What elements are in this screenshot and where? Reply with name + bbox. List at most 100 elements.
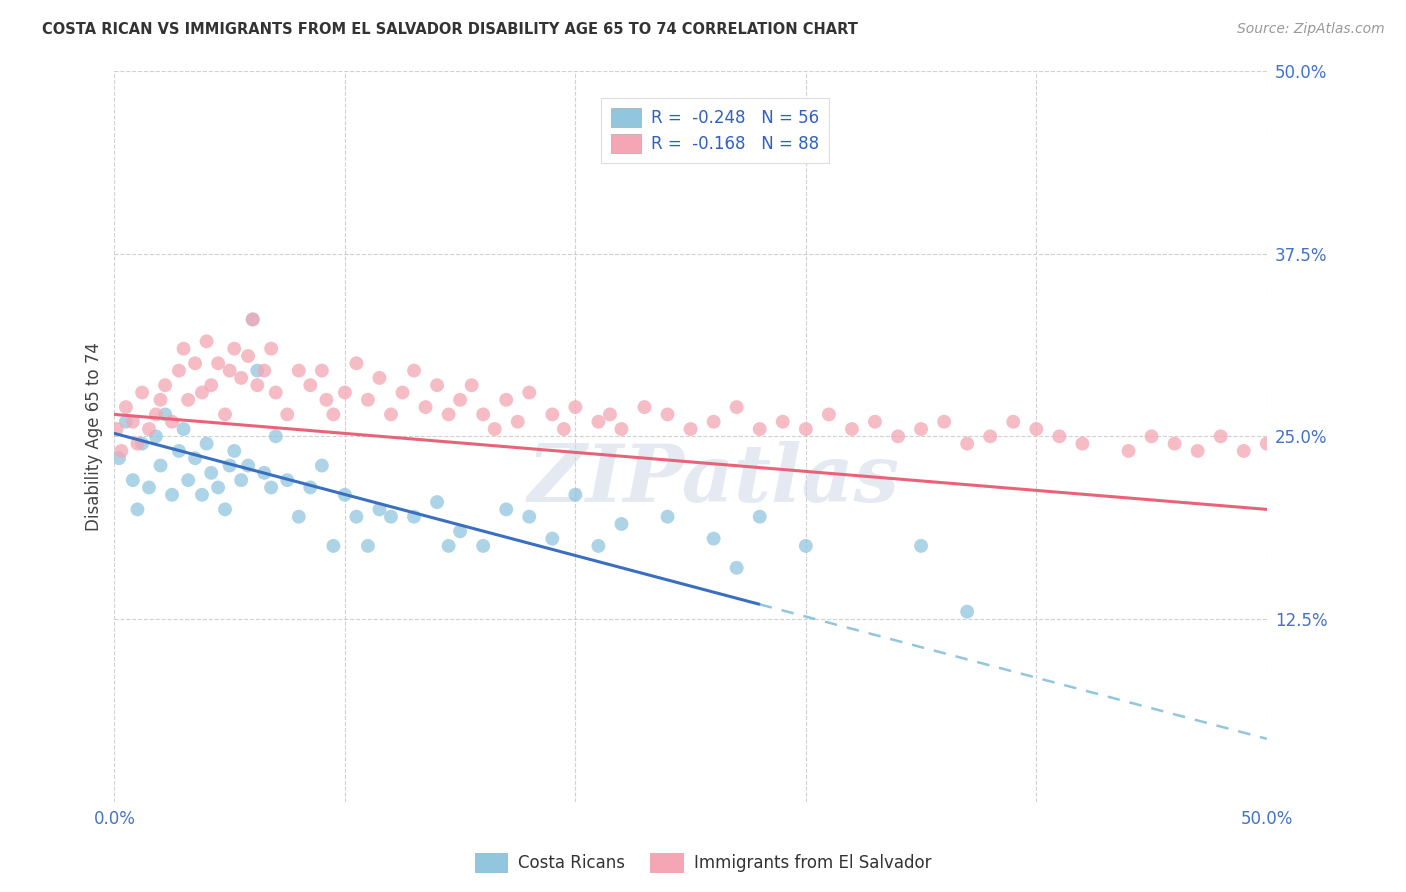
Point xyxy=(517,385,540,400)
Point xyxy=(910,539,932,553)
Point xyxy=(200,378,222,392)
Point xyxy=(1025,422,1047,436)
Point xyxy=(236,458,259,473)
Point xyxy=(153,378,176,392)
Point xyxy=(127,502,149,516)
Point xyxy=(108,451,131,466)
Point xyxy=(472,408,495,422)
Point xyxy=(380,509,402,524)
Point xyxy=(253,466,276,480)
Point xyxy=(633,400,655,414)
Point xyxy=(495,392,517,407)
Point xyxy=(138,422,160,436)
Point xyxy=(541,408,564,422)
Point xyxy=(541,532,564,546)
Legend: Costa Ricans, Immigrants from El Salvador: Costa Ricans, Immigrants from El Salvado… xyxy=(468,847,938,880)
Point xyxy=(207,356,229,370)
Point xyxy=(517,509,540,524)
Point xyxy=(177,392,200,407)
Point xyxy=(242,312,264,326)
Point xyxy=(231,473,253,487)
Point xyxy=(131,385,153,400)
Point xyxy=(1278,444,1301,458)
Point xyxy=(460,378,482,392)
Point xyxy=(380,408,402,422)
Point xyxy=(1187,444,1209,458)
Point xyxy=(610,422,633,436)
Point xyxy=(748,422,770,436)
Point xyxy=(357,539,380,553)
Point xyxy=(236,349,259,363)
Point xyxy=(495,502,517,516)
Point xyxy=(288,363,311,377)
Point xyxy=(910,422,932,436)
Point xyxy=(333,488,356,502)
Point xyxy=(794,422,817,436)
Point xyxy=(145,429,167,443)
Point xyxy=(703,532,725,546)
Point xyxy=(657,509,679,524)
Text: Source: ZipAtlas.com: Source: ZipAtlas.com xyxy=(1237,22,1385,37)
Point xyxy=(610,516,633,531)
Point xyxy=(173,342,195,356)
Point xyxy=(748,509,770,524)
Point xyxy=(115,400,138,414)
Text: ZIPatlas: ZIPatlas xyxy=(527,442,900,519)
Y-axis label: Disability Age 65 to 74: Disability Age 65 to 74 xyxy=(86,342,103,531)
Point xyxy=(110,444,132,458)
Point xyxy=(214,408,236,422)
Point xyxy=(1140,429,1163,443)
Point xyxy=(1267,451,1289,466)
Point xyxy=(437,539,460,553)
Point xyxy=(121,415,143,429)
Point xyxy=(207,480,229,494)
Point xyxy=(818,408,841,422)
Point xyxy=(138,480,160,494)
Point xyxy=(956,436,979,450)
Point xyxy=(224,342,246,356)
Point xyxy=(315,392,337,407)
Point xyxy=(191,488,214,502)
Point xyxy=(191,385,214,400)
Point xyxy=(184,356,207,370)
Point xyxy=(391,385,413,400)
Point xyxy=(322,408,344,422)
Point xyxy=(218,458,240,473)
Point xyxy=(246,363,269,377)
Point xyxy=(979,429,1001,443)
Point xyxy=(599,408,621,422)
Point xyxy=(956,605,979,619)
Point xyxy=(311,458,333,473)
Point xyxy=(679,422,702,436)
Point xyxy=(311,363,333,377)
Point xyxy=(231,371,253,385)
Point xyxy=(260,480,283,494)
Point xyxy=(1233,444,1256,458)
Point xyxy=(472,539,495,553)
Point xyxy=(1071,436,1094,450)
Point xyxy=(368,502,391,516)
Point xyxy=(426,495,449,509)
Point xyxy=(131,436,153,450)
Point xyxy=(322,539,344,553)
Point xyxy=(553,422,575,436)
Point xyxy=(167,444,190,458)
Point xyxy=(195,436,218,450)
Point xyxy=(127,436,149,450)
Point xyxy=(218,363,240,377)
Point xyxy=(588,539,610,553)
Point xyxy=(794,539,817,553)
Point xyxy=(415,400,437,414)
Legend: R =  -0.248   N = 56, R =  -0.168   N = 88: R = -0.248 N = 56, R = -0.168 N = 88 xyxy=(600,97,830,163)
Point xyxy=(1002,415,1025,429)
Point xyxy=(160,415,183,429)
Point xyxy=(588,415,610,429)
Point xyxy=(260,342,283,356)
Point xyxy=(426,378,449,392)
Point xyxy=(160,488,183,502)
Point xyxy=(703,415,725,429)
Point xyxy=(264,385,287,400)
Point xyxy=(115,415,138,429)
Point xyxy=(772,415,794,429)
Point xyxy=(932,415,955,429)
